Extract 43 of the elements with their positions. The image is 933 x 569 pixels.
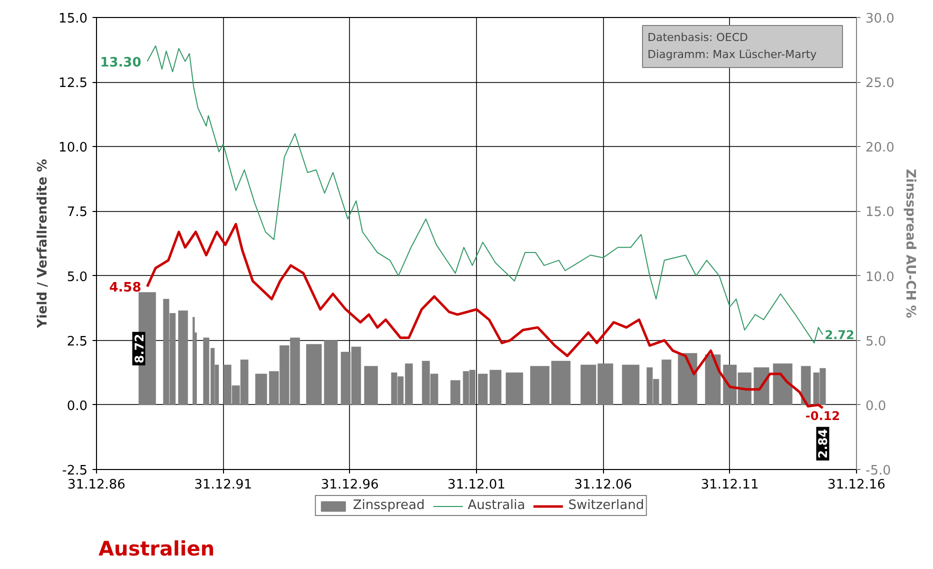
y-tick-label: 15.0 bbox=[58, 12, 88, 26]
y2-tick-label: 0.0 bbox=[866, 398, 886, 414]
legend-label: Switzerland bbox=[568, 498, 644, 513]
y-tick-label: 10.0 bbox=[58, 140, 88, 156]
legend-label: Australia bbox=[468, 498, 526, 513]
annotation: Datenbasis: OECD bbox=[648, 31, 748, 44]
data-label: 4.58 bbox=[109, 280, 142, 296]
x-tick-label: 31.12.96 bbox=[320, 478, 379, 492]
text: Australien bbox=[98, 536, 215, 560]
data-label: 13.30 bbox=[100, 55, 142, 70]
y-tick-label: 0.0 bbox=[66, 398, 88, 414]
y-tick-label: 5.0 bbox=[66, 270, 88, 285]
bar bbox=[662, 360, 672, 406]
y-tick-label: 12.5 bbox=[58, 76, 88, 92]
x-tick-label: 31.12.86 bbox=[68, 478, 126, 492]
line-series bbox=[146, 222, 824, 410]
x-tick-label: 31.12.01 bbox=[448, 478, 506, 492]
data-label: 2.72 bbox=[824, 328, 854, 342]
data-label: 8.72 bbox=[132, 334, 146, 364]
data-label: 2.84 bbox=[816, 428, 830, 459]
x-tick-label: 31.12.16 bbox=[828, 478, 886, 492]
y-axis-title: Yield / Verfallrendite % bbox=[36, 158, 51, 329]
bar bbox=[801, 366, 811, 406]
y2-tick-label: 10.0 bbox=[866, 270, 894, 285]
y-tick-label: 2.5 bbox=[66, 334, 88, 350]
y2-tick-label: 5.0 bbox=[866, 334, 886, 350]
data-label: -0.12 bbox=[805, 409, 840, 424]
y2-axis-title: Zinsspread AU-CH % bbox=[902, 168, 918, 318]
annotation: Diagramm: Max Lüscher-Marty bbox=[648, 48, 818, 61]
x-tick-label: 31.12.91 bbox=[194, 478, 252, 492]
y2-tick-label: 25.0 bbox=[866, 76, 894, 92]
bar bbox=[178, 310, 188, 406]
x-tick-label: 31.12.06 bbox=[574, 478, 632, 492]
legend-label: Zinsspread bbox=[352, 498, 425, 513]
y-tick-label: 7.5 bbox=[66, 205, 88, 220]
y-tick-label: -2.5 bbox=[62, 464, 88, 478]
y2-tick-label: 30.0 bbox=[866, 12, 894, 26]
line-series bbox=[146, 45, 824, 344]
bar bbox=[450, 380, 460, 406]
y2-tick-label: 20.0 bbox=[866, 140, 894, 156]
y2-tick-label: 15.0 bbox=[866, 205, 894, 220]
y2-tick-label: -5.0 bbox=[866, 464, 891, 478]
x-tick-label: 31.12.11 bbox=[700, 478, 759, 492]
